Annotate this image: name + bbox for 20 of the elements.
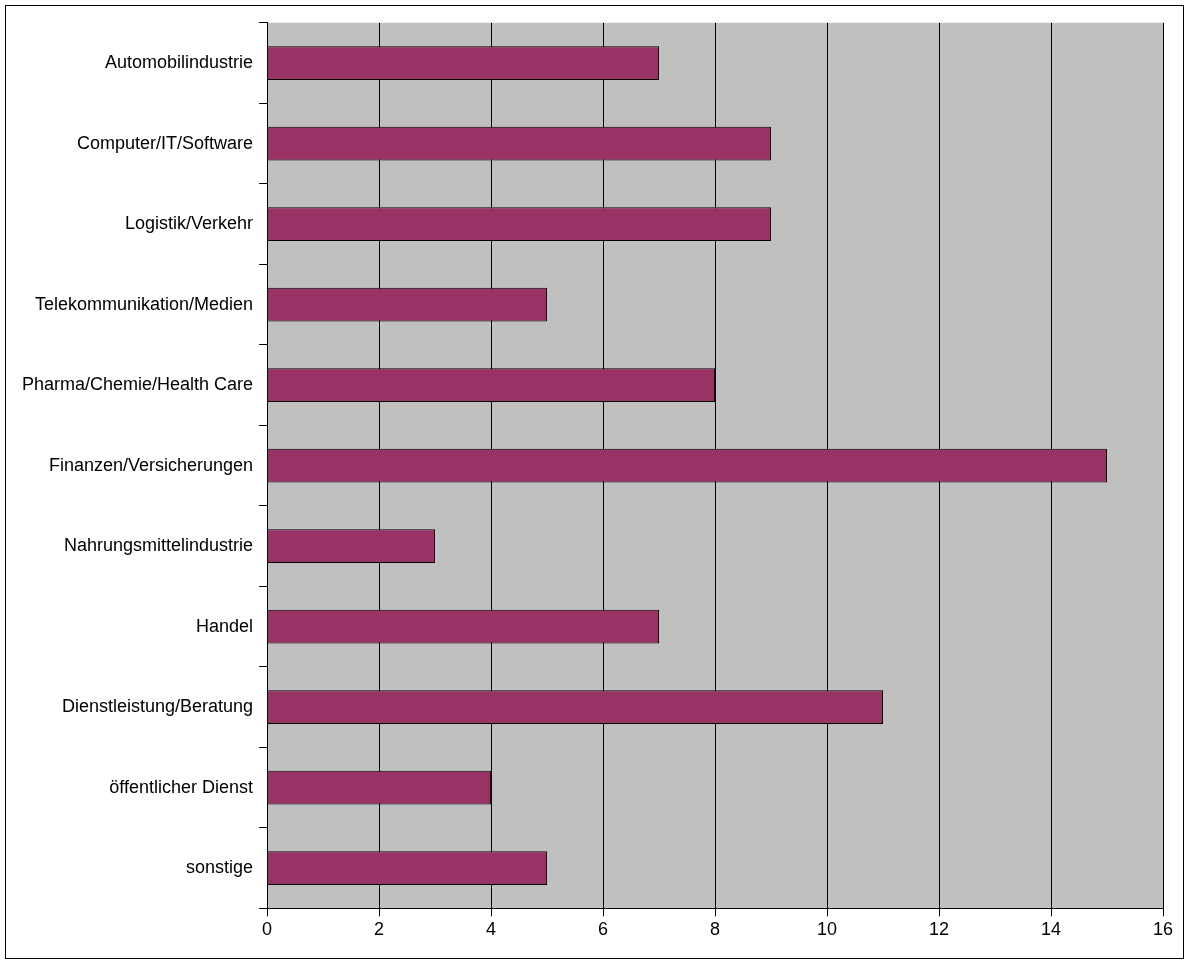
x-tick-label: 14: [1041, 919, 1062, 940]
y-tick-label: Automobilindustrie: [105, 52, 254, 73]
y-tick-label: Logistik/Verkehr: [125, 213, 254, 234]
y-tick-label: Finanzen/Versicherungen: [48, 454, 254, 475]
x-tick-label: 6: [598, 919, 609, 940]
x-tick-label: 12: [929, 919, 950, 940]
y-tick-label: Nahrungsmittelindustrie: [64, 535, 254, 556]
y-tick-label: Computer/IT/Software: [77, 132, 254, 153]
x-tick-label: 16: [1152, 919, 1174, 940]
y-tick-label: sonstige: [186, 857, 254, 878]
x-tick-label: 8: [710, 919, 721, 940]
x-tick-label: 4: [486, 919, 497, 940]
y-tick-label: öffentlicher Dienst: [109, 776, 254, 797]
y-tick-label: Telekommunikation/Medien: [34, 293, 254, 314]
y-tick-label: Pharma/Chemie/Health Care: [21, 374, 254, 395]
x-tick-label: 2: [374, 919, 385, 940]
y-tick-label: Dienstleistung/Beratung: [61, 696, 254, 717]
y-tick-label: Handel: [196, 615, 254, 636]
x-tick-label: 0: [262, 919, 273, 940]
x-tick-label: 10: [817, 919, 838, 940]
